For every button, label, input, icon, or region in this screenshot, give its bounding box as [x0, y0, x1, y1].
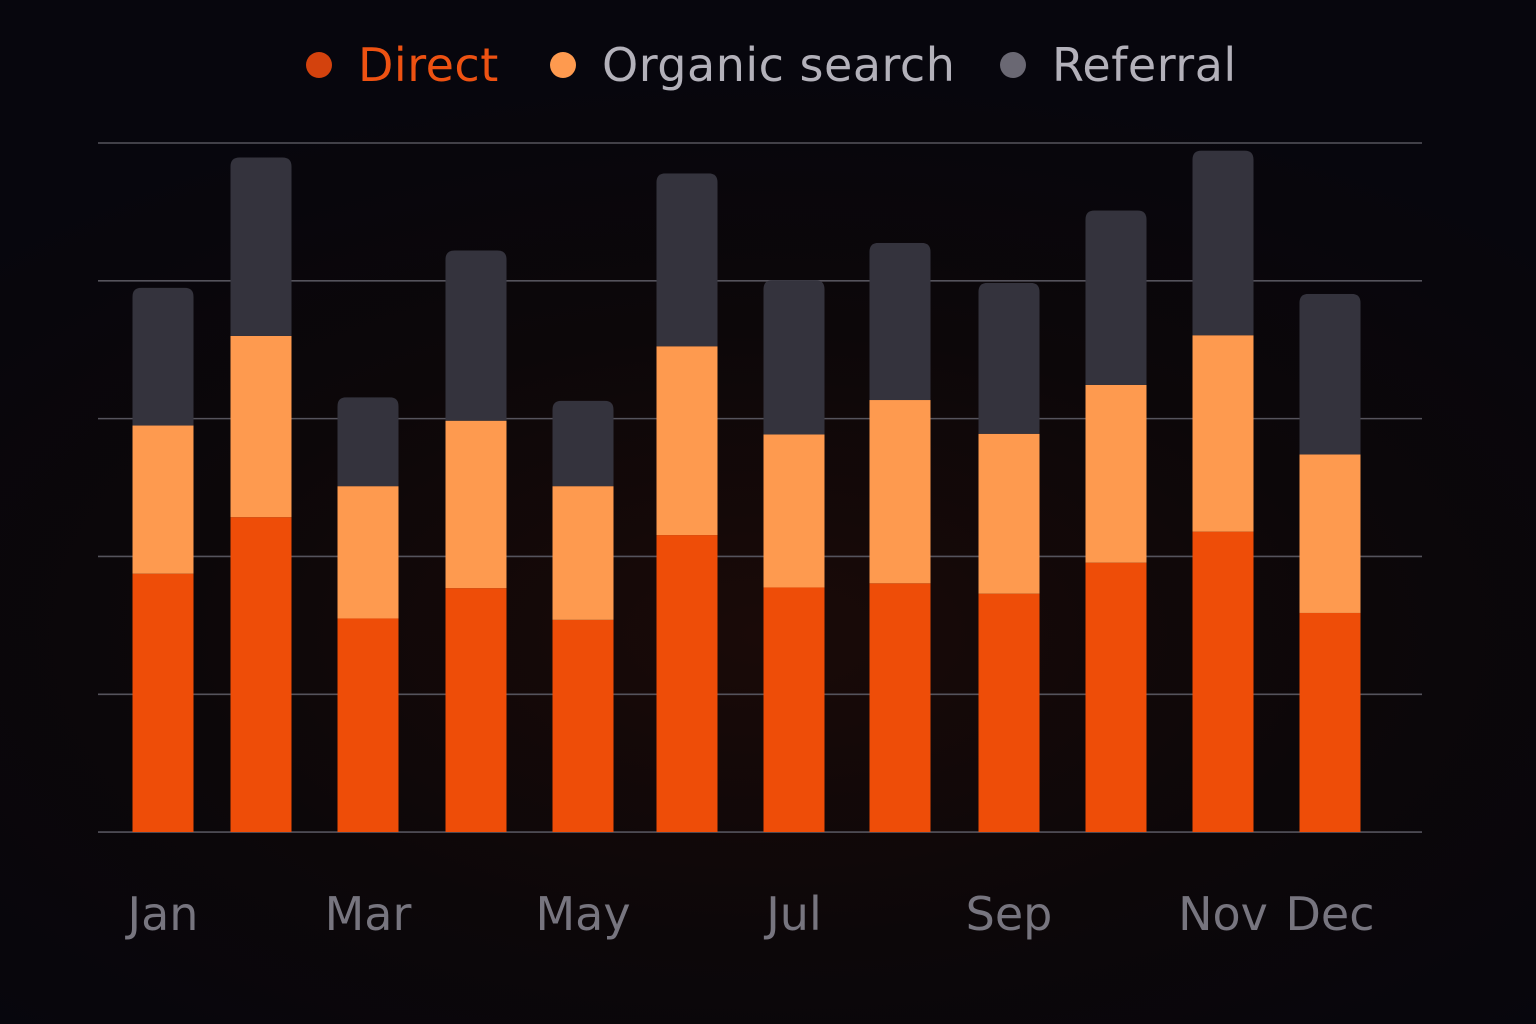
- x-axis-labels: Jan Mar May Jul Sep Nov Dec: [125, 887, 1375, 941]
- bar-direct-dec[interactable]: [1299, 612, 1361, 833]
- bar-organic-aug[interactable]: [869, 400, 931, 584]
- bar-referral-aug[interactable]: [869, 242, 931, 401]
- legend-item-organic[interactable]: Organic search: [550, 30, 955, 100]
- bar-organic-sep[interactable]: [978, 433, 1040, 594]
- legend-marker-direct: [306, 52, 332, 78]
- bar-group-may[interactable]: [552, 400, 614, 833]
- bar-organic-oct[interactable]: [1085, 384, 1147, 563]
- bar-referral-mar[interactable]: [337, 397, 399, 487]
- bar-organic-nov[interactable]: [1192, 335, 1254, 532]
- bar-direct-jul[interactable]: [763, 587, 825, 833]
- bar-group-jan[interactable]: [132, 287, 194, 833]
- bar-group-aug[interactable]: [869, 242, 931, 833]
- bar-direct-feb[interactable]: [230, 517, 292, 833]
- bar-referral-jun[interactable]: [656, 173, 718, 347]
- bar-direct-oct[interactable]: [1085, 562, 1147, 833]
- legend-marker-referral: [1000, 52, 1026, 78]
- bar-group-nov[interactable]: [1192, 150, 1254, 833]
- legend-label-direct: Direct: [358, 38, 499, 92]
- bar-direct-nov[interactable]: [1192, 531, 1254, 833]
- bar-direct-mar[interactable]: [337, 618, 399, 833]
- bar-direct-apr[interactable]: [445, 588, 507, 833]
- bar-referral-oct[interactable]: [1085, 210, 1147, 385]
- bar-referral-feb[interactable]: [230, 157, 292, 336]
- bar-organic-jun[interactable]: [656, 346, 718, 536]
- x-tick-label-mar: Mar: [325, 887, 412, 941]
- bar-referral-nov[interactable]: [1192, 150, 1254, 336]
- bar-group-sep[interactable]: [978, 282, 1040, 833]
- bar-organic-apr[interactable]: [445, 420, 507, 589]
- bar-group-jun[interactable]: [656, 173, 718, 833]
- chart-legend: Direct Organic search Referral: [0, 30, 1536, 100]
- bar-group-oct[interactable]: [1085, 210, 1147, 833]
- bar-organic-dec[interactable]: [1299, 454, 1361, 613]
- x-tick-label-sep: Sep: [966, 887, 1053, 941]
- bar-direct-sep[interactable]: [978, 593, 1040, 833]
- bar-organic-jul[interactable]: [763, 434, 825, 588]
- bar-direct-aug[interactable]: [869, 583, 931, 833]
- bar-organic-may[interactable]: [552, 486, 614, 620]
- bar-referral-apr[interactable]: [445, 250, 507, 421]
- x-tick-label-jul: Jul: [763, 887, 822, 941]
- bar-referral-sep[interactable]: [978, 282, 1040, 434]
- bar-group-apr[interactable]: [445, 250, 507, 833]
- bar-group-jul[interactable]: [763, 280, 825, 833]
- bar-group-dec[interactable]: [1299, 293, 1361, 833]
- legend-label-organic: Organic search: [602, 38, 956, 92]
- bar-organic-feb[interactable]: [230, 335, 292, 518]
- bar-referral-dec[interactable]: [1299, 293, 1361, 455]
- legend-item-direct[interactable]: Direct: [306, 30, 499, 100]
- bar-group-feb[interactable]: [230, 157, 292, 833]
- bar-direct-jun[interactable]: [656, 535, 718, 833]
- bar-direct-may[interactable]: [552, 619, 614, 833]
- bar-direct-jan[interactable]: [132, 573, 194, 833]
- legend-label-referral: Referral: [1052, 38, 1237, 92]
- x-tick-label-jan: Jan: [125, 887, 199, 941]
- legend-marker-organic: [550, 52, 576, 78]
- bar-referral-may[interactable]: [552, 400, 614, 487]
- x-tick-label-nov: Nov: [1178, 887, 1268, 941]
- bar-group-mar[interactable]: [337, 397, 399, 833]
- bar-referral-jan[interactable]: [132, 287, 194, 426]
- x-tick-label-dec: Dec: [1285, 887, 1374, 941]
- bar-organic-jan[interactable]: [132, 425, 194, 574]
- bars-layer: [132, 150, 1361, 833]
- legend-item-referral[interactable]: Referral: [1000, 30, 1237, 100]
- x-tick-label-may: May: [535, 887, 630, 941]
- bar-referral-jul[interactable]: [763, 280, 825, 435]
- bar-organic-mar[interactable]: [337, 486, 399, 619]
